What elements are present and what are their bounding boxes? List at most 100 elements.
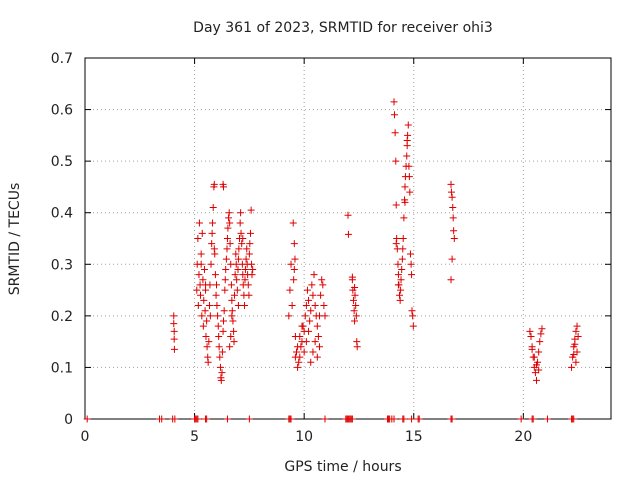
data-point	[170, 345, 178, 353]
data-point	[197, 291, 205, 299]
data-point	[215, 343, 223, 351]
data-point	[353, 343, 361, 351]
data-point	[237, 229, 245, 237]
data-point	[202, 332, 210, 340]
y-tick-label: 0.6	[51, 103, 73, 119]
data-point	[208, 229, 216, 237]
data-point	[241, 265, 249, 273]
data-point	[409, 312, 417, 320]
data-point	[215, 332, 223, 340]
data-point	[212, 291, 220, 299]
data-point	[213, 281, 220, 289]
data-point	[208, 240, 216, 248]
data-point	[243, 245, 251, 253]
data-point	[306, 317, 314, 325]
data-point	[245, 250, 253, 258]
data-point	[404, 121, 412, 129]
data-point	[316, 343, 324, 351]
data-point	[233, 286, 241, 294]
data-point	[449, 204, 457, 212]
data-point	[228, 296, 236, 304]
data-point	[158, 415, 166, 423]
data-point	[448, 255, 456, 263]
data-point	[203, 317, 211, 325]
data-point	[230, 327, 238, 335]
data-point	[294, 343, 302, 351]
y-axis-title: SRMTID / TECUs	[7, 183, 23, 296]
data-point	[405, 162, 413, 170]
data-point	[573, 348, 581, 356]
data-point	[171, 415, 179, 423]
data-point	[234, 255, 242, 263]
data-point	[300, 348, 308, 356]
data-point	[234, 302, 242, 310]
data-point	[535, 348, 543, 356]
data-point	[568, 363, 576, 371]
data-point	[447, 180, 455, 188]
data-point	[530, 353, 538, 361]
data-point	[348, 415, 356, 423]
data-point	[287, 260, 295, 268]
data-point	[447, 276, 455, 284]
data-point	[290, 240, 298, 248]
data-point	[207, 260, 215, 268]
data-point	[206, 312, 214, 320]
data-point	[403, 137, 411, 145]
data-point	[221, 276, 229, 284]
data-point	[244, 281, 252, 289]
point-layer	[83, 98, 582, 423]
x-tick-label: 0	[81, 429, 90, 445]
data-point	[211, 271, 219, 279]
data-point	[288, 302, 296, 310]
data-point	[170, 327, 178, 335]
data-point	[571, 340, 579, 348]
data-point	[321, 415, 329, 423]
data-point	[228, 312, 236, 320]
data-point	[532, 376, 540, 384]
data-point	[527, 332, 535, 340]
data-point	[313, 322, 321, 330]
data-point	[216, 363, 224, 371]
data-point	[223, 245, 231, 253]
data-point	[529, 415, 537, 423]
data-point	[392, 201, 400, 209]
data-point	[199, 322, 207, 330]
data-point	[321, 312, 329, 320]
data-point	[351, 283, 359, 291]
data-point	[209, 204, 217, 212]
data-point	[401, 198, 409, 206]
data-point	[194, 302, 202, 310]
y-tick-label: 0.2	[51, 309, 73, 325]
data-point	[397, 276, 405, 284]
data-point	[290, 276, 298, 284]
data-point	[232, 250, 240, 258]
data-point	[308, 281, 316, 289]
data-point	[198, 229, 206, 237]
data-point	[311, 338, 319, 346]
data-point	[399, 235, 407, 242]
data-point	[230, 291, 238, 299]
data-point	[292, 348, 300, 356]
data-point	[241, 276, 249, 284]
data-point	[408, 271, 416, 279]
data-point	[220, 183, 228, 191]
data-point	[298, 322, 306, 330]
data-point	[218, 348, 226, 356]
data-point	[307, 358, 315, 366]
data-point	[239, 235, 247, 242]
data-point	[202, 281, 210, 289]
data-point	[224, 224, 232, 232]
data-point	[216, 353, 224, 361]
data-point	[447, 188, 455, 196]
data-point	[408, 415, 416, 423]
data-point	[305, 327, 313, 335]
data-point	[203, 415, 211, 423]
data-point	[290, 265, 298, 273]
data-point	[406, 250, 414, 258]
data-point	[213, 302, 221, 310]
data-point	[227, 281, 235, 289]
data-point	[352, 312, 360, 320]
data-point	[448, 415, 456, 423]
data-point	[302, 302, 310, 310]
